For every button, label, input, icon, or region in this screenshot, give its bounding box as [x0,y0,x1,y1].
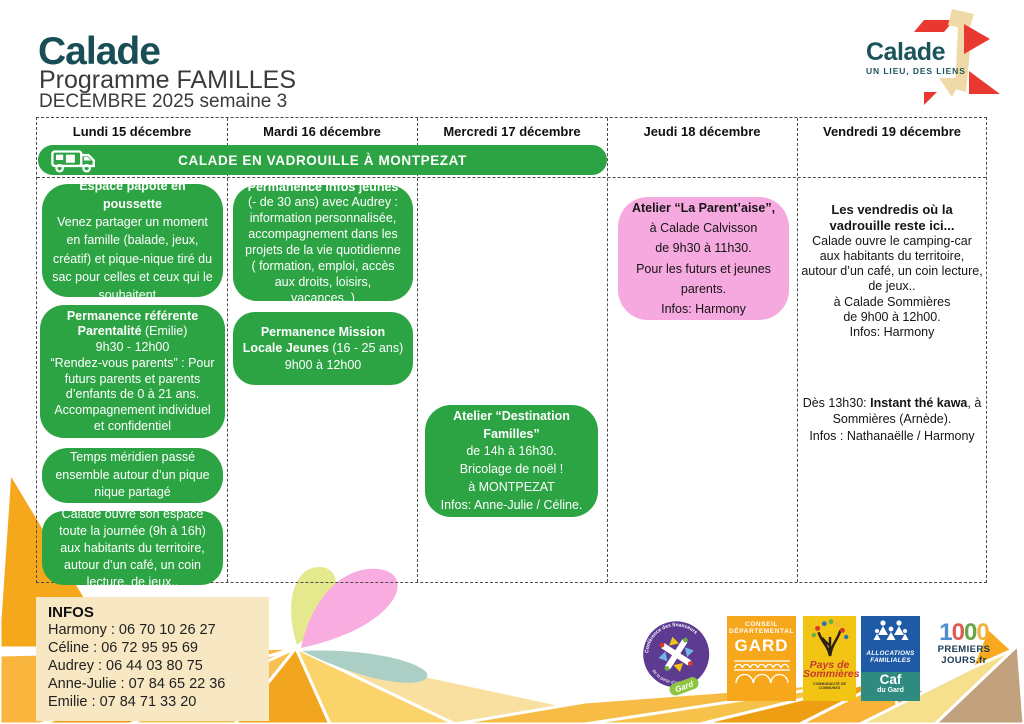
svg-text:de la perte d'autonomie: de la perte d'autonomie [651,661,696,691]
event-card-espace-ouvert: Calade ouvre son espace toute la journée… [42,507,223,589]
infos-phone-list: Harmony : 06 70 10 26 27 Céline : 06 72 … [48,622,226,710]
camper-van-icon [51,150,95,173]
event-text-the-kawa: Dès 13h30: Instant thé kawa, à Sommières… [801,395,983,444]
aqueduct-icon [733,660,790,684]
event-time: Dès 13h30: [802,396,871,410]
event-title: Atelier “La Parent’aise”, [631,200,776,215]
pays-de-sommieres-logo: Pays de Sommières COMMUNAUTÉ DE COMMUNES [803,616,860,701]
digit: 0 [964,619,977,646]
petal-shapes [291,566,428,683]
event-card-infos-jeunes: Permanence infos jeunes (- de 30 ans) av… [233,180,413,305]
digit: 0 [951,619,965,646]
banner-label: CALADE EN VADROUILLE À MONTPEZAT [178,152,467,168]
program-title: Programme FAMILLES [39,66,297,94]
infos-box: INFOS Harmony : 06 70 10 26 27 Céline : … [36,597,269,721]
tangram-figure-icon [914,9,1000,105]
financeurs-gard-badge: Gard [674,679,696,694]
conference-des-financeurs-logo: Conférence des financeurs de la perte d'… [633,611,722,705]
tree-icon [811,619,848,657]
mille-line1: PREMIERS [937,644,991,655]
event-card-destination-familles: Atelier “Destination Familles” de 14h à … [425,405,598,517]
digit: 1 [939,619,952,646]
event-text-vadrouille-reste-ici: Les vendredis où la vadrouille reste ici… [801,202,983,340]
event-card-parentalite: Permanence référente Parentalité (Emilie… [40,305,225,438]
logo-wordmark: Calade [866,38,945,66]
gard-line2: DÉPARTEMENTAL [729,628,794,635]
gard-line1: CONSEIL [744,621,779,628]
infos-title: INFOS [48,604,94,621]
mille-line2: JOURS.fr [941,654,987,666]
header-divider [37,177,986,178]
logo-tagline: UN LIEU, DES LIENS [866,66,966,76]
event-body: Calade ouvre son espace toute la journée… [59,506,206,589]
day-header-friday: Vendredi 19 décembre [822,124,961,139]
column-divider [797,118,798,582]
event-body: 9h30 - 12h00 “Rendez-vous parents” : Pou… [50,340,215,433]
week-subtitle: DECEMBRE 2025 semaine 3 [39,91,288,112]
gard-name: GARD [734,636,789,655]
financeurs-arc-top: Conférence des financeurs [639,617,701,654]
calade-logo: Calade UN LIEU, DES LIENS [858,6,1014,112]
caf-name: Caf [879,672,902,687]
event-title: Instant thé kawa [870,396,968,410]
event-card-temps-meridien: Temps méridien passé ensemble autour d’u… [42,448,223,503]
caf-sub: du Gard [877,686,904,694]
event-body: , à Sommières (Arnède). Infos : Nathanaë… [809,396,982,443]
event-title: Espace papote en poussette [79,178,186,211]
column-divider [227,118,228,582]
event-title: Permanence référente Parentalité [66,308,199,339]
svg-text:Conférence des financeurs: Conférence des financeurs [639,617,701,654]
financeurs-badge-icon: Conférence des financeurs de la perte d'… [639,617,710,696]
1000-premiers-jours-logo: 1000 PREMIERS JOURS.fr [929,621,999,667]
digit: 0 [976,619,989,646]
day-header-wednesday: Mercredi 17 décembre [443,124,581,139]
event-body: à Calade Calvisson de 9h30 à 11h30. Pour… [636,221,771,316]
event-title: Permanence Mission Locale Jeunes [242,324,386,356]
caf-family-icon [873,620,908,640]
1000-number: 1000 [929,621,999,645]
column-divider [607,118,608,582]
day-header-monday: Lundi 15 décembre [72,124,192,139]
event-body: Venez partager un moment en famille (bal… [52,215,213,303]
event-title: Atelier “Destination Familles” [453,408,570,441]
event-card-parentaise: Atelier “La Parent’aise”, à Calade Calvi… [618,197,789,320]
event-title-suffix: (Emilie) [141,324,188,339]
event-card-mission-locale: Permanence Mission Locale Jeunes (16 - 2… [233,312,413,385]
caf-line1: ALLOCATIONS [866,650,915,657]
caf-line2: FAMILIALES [870,657,911,664]
event-body: Calade ouvre le camping-car aux habitant… [801,233,983,340]
event-body: Temps méridien passé ensemble autour d’u… [55,450,210,500]
week-calendar: Lundi 15 décembre Mardi 16 décembre Merc… [36,117,987,589]
column-divider [417,118,418,582]
event-body: (- de 30 ans) avec Audrey : information … [245,195,401,305]
sommieres-line2: Sommières [803,668,860,681]
brand-title: Calade [38,30,161,73]
caf-du-gard-logo: ALLOCATIONS FAMILIALES Caf du Gard [861,616,920,701]
event-body: 9h00 à 12h00 [284,357,362,372]
conseil-departemental-gard-logo: CONSEIL DÉPARTEMENTAL GARD [727,616,796,701]
event-card-espace-papote: Espace papote en poussette Venez partage… [42,179,223,302]
sommieres-line3: COMMUNAUTÉ DE COMMUNES [812,682,847,691]
event-body: de 14h à 16h30. Bricolage de noël ! à MO… [440,444,583,512]
sommieres-line1: Pays de [809,659,850,671]
event-title-suffix: (16 - 25 ans) [328,341,404,356]
day-header-thursday: Jeudi 18 décembre [643,124,761,139]
vadrouille-banner: CALADE EN VADROUILLE À MONTPEZAT [38,145,607,175]
event-title: Permanence infos jeunes [247,179,399,194]
day-header-tuesday: Mardi 16 décembre [263,124,381,139]
financeurs-arc-bottom: de la perte d'autonomie [651,661,696,691]
event-title: Les vendredis où la vadrouille reste ici… [829,202,955,233]
